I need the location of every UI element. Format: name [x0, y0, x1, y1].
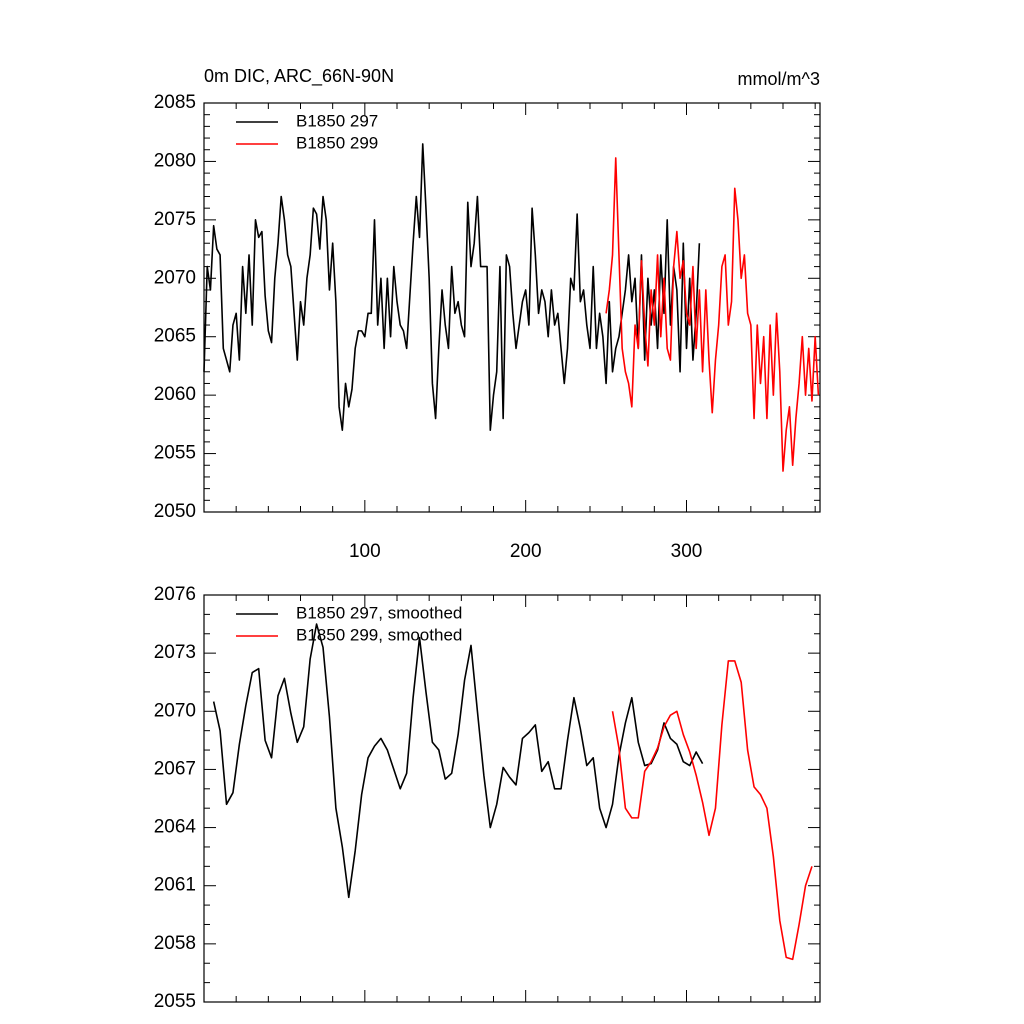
panel: 2055 2058 2061 2064 2067 2070 2073 2076 B1850 29… — [154, 584, 821, 1012]
y-tick-label: 2080 — [154, 150, 196, 171]
y-tick-label: 2055 — [154, 991, 196, 1012]
legend-label: B1850 299, smoothed — [296, 625, 462, 644]
y-tick-label: 2061 — [154, 875, 196, 896]
y-tick-label: 2055 — [154, 443, 196, 464]
y-tick-label: 2065 — [154, 326, 196, 347]
series-line — [605, 157, 820, 472]
x-tick-label: 100 — [349, 541, 381, 562]
y-tick-label: 2070 — [154, 267, 196, 288]
plot-frame — [203, 102, 821, 513]
series-line — [203, 143, 701, 431]
y-tick-label: 2064 — [154, 817, 197, 838]
y-tick-label: 2075 — [154, 209, 196, 230]
y-tick-label: 2050 — [154, 501, 196, 522]
x-tick-label: 300 — [671, 541, 703, 562]
y-tick-label: 2058 — [154, 933, 196, 954]
legend-label: B1850 297, smoothed — [296, 603, 462, 622]
y-tick-label: 2076 — [154, 584, 196, 605]
panel: 2050 2055 2060 2065 2070 2075 2080 2085 100 200 30… — [154, 66, 821, 562]
y-tick-label: 2073 — [154, 642, 196, 663]
series-line — [212, 623, 704, 899]
legend-label: B1850 299 — [296, 133, 378, 152]
y-tick-label: 2085 — [154, 92, 196, 113]
y-tick-label: 2067 — [154, 758, 196, 779]
plot-frame — [203, 594, 821, 1003]
units-label: mmol/m^3 — [738, 69, 820, 89]
legend-label: B1850 297 — [296, 111, 378, 130]
chart-title: 0m DIC, ARC_66N-90N — [204, 66, 394, 87]
y-tick-label: 2060 — [154, 384, 196, 405]
y-tick-label: 2070 — [154, 700, 196, 721]
x-tick-label: 200 — [510, 541, 542, 562]
series-line — [611, 660, 813, 961]
